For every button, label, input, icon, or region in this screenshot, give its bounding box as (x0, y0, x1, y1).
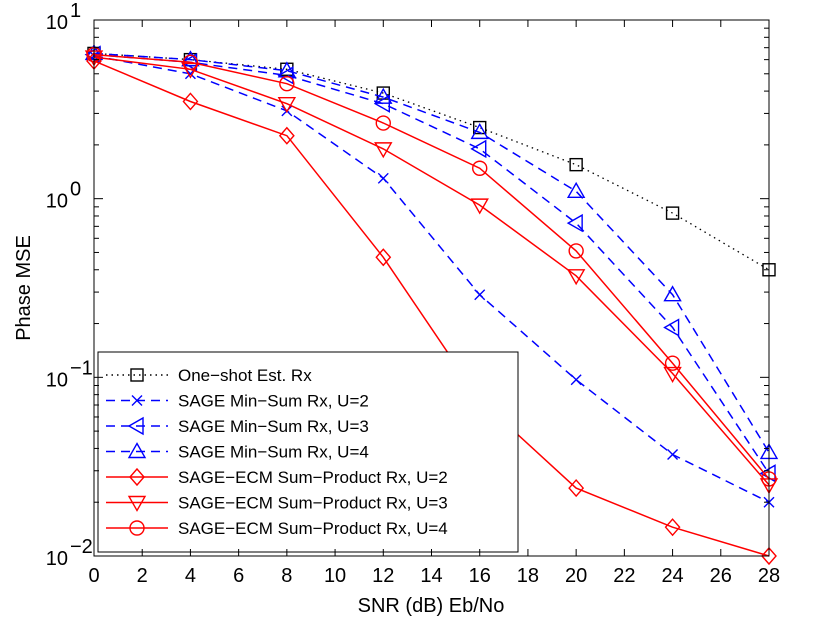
x-axis-title: SNR (dB) Eb/No (358, 595, 505, 617)
data-point (277, 66, 294, 85)
data-point (470, 122, 489, 140)
y-tick-exponent: −1 (70, 357, 93, 379)
legend-entry-3: SAGE Min−Sum Rx, U=3 (106, 416, 369, 436)
x-tick-label: 24 (661, 565, 683, 587)
x-tick-label: 2 (137, 565, 148, 587)
legend: One−shot Est. Rx SAGE Min−Sum Rx, U=2 SAGE… (97, 351, 519, 553)
data-point (375, 248, 392, 267)
y-tick-exponent: −2 (70, 536, 93, 558)
legend-marker (129, 520, 145, 536)
data-point (181, 62, 200, 79)
data-point (566, 181, 586, 198)
series-line (93, 53, 770, 474)
series-layer (84, 44, 779, 566)
data-point (470, 139, 487, 159)
data-point (473, 120, 487, 135)
x-tick-label: 26 (710, 565, 732, 587)
data-point (566, 213, 583, 233)
x-tick-label: 18 (517, 565, 539, 587)
y-tick-label: 10 (46, 12, 68, 34)
data-point (663, 285, 682, 302)
data-point (568, 243, 584, 259)
y-tick-exponent: 0 (70, 179, 81, 201)
legend-label: SAGE−ECM Sum−Product Rx, U=2 (178, 468, 448, 487)
legend-entry-5: SAGE−ECM Sum−Product Rx, U=2 (106, 467, 448, 487)
legend-label: One−shot Est. Rx (178, 366, 312, 385)
data-point (182, 54, 199, 70)
series-line (93, 56, 770, 486)
y-tick-label: 10 (46, 191, 68, 213)
x-tick-label: 8 (281, 565, 292, 587)
data-point (667, 448, 679, 460)
x-tick-label: 0 (88, 565, 99, 587)
data-point (374, 87, 393, 104)
x-tick-label: 10 (324, 565, 346, 587)
data-point (277, 97, 297, 114)
legend-marker (130, 368, 144, 382)
data-point (278, 126, 295, 145)
y-tick-label: 10 (46, 548, 68, 570)
data-point (568, 479, 585, 498)
data-point (374, 142, 393, 159)
legend-entry-2: SAGE Min−Sum Rx, U=2 (106, 392, 369, 411)
legend-marker (127, 495, 147, 512)
y-axis-title: Phase MSE (13, 235, 35, 341)
legend-marker (131, 395, 143, 406)
data-point (663, 366, 682, 383)
legend-entry-4: SAGE Min−Sum Rx, U=4 (106, 442, 369, 462)
data-point (664, 355, 681, 371)
x-tick-label: 12 (372, 565, 394, 587)
legend-marker (129, 467, 145, 487)
series-line (93, 52, 770, 453)
legend-label: SAGE Min−Sum Rx, U=4 (178, 443, 369, 462)
series-line (93, 52, 770, 271)
legend-label: SAGE−ECM Sum−Product Rx, U=3 (178, 494, 448, 513)
y-tick-label: 10 (46, 369, 68, 391)
x-tick-label: 16 (469, 565, 491, 587)
series-4 (84, 44, 779, 460)
data-point (375, 115, 391, 131)
x-tick-label: 6 (233, 565, 244, 587)
data-point (663, 318, 680, 337)
y-tick-exponent: 1 (70, 0, 81, 22)
data-point (665, 206, 680, 220)
data-point (474, 289, 486, 301)
data-point (470, 198, 489, 215)
legend-entry-7: SAGE−ECM Sum−Product Rx, U=4 (106, 519, 448, 538)
x-tick-label: 4 (185, 565, 196, 587)
series-line (93, 60, 770, 557)
series-line (93, 55, 770, 503)
data-point (569, 157, 583, 172)
x-tick-label: 20 (565, 565, 587, 587)
legend-marker (127, 416, 144, 436)
legend-label: SAGE Min−Sum Rx, U=3 (178, 417, 369, 436)
legend-entry-6: SAGE−ECM Sum−Product Rx, U=3 (106, 494, 448, 513)
data-point (377, 172, 389, 184)
data-point (761, 546, 777, 566)
data-point (181, 50, 200, 67)
data-point (472, 160, 488, 176)
legend-label: SAGE Min−Sum Rx, U=2 (178, 392, 369, 411)
series-line (93, 53, 770, 480)
legend-entry-1: One−shot Est. Rx (106, 366, 312, 385)
legend-entries: One−shot Est. Rx SAGE Min−Sum Rx, U=2 SAGE… (106, 366, 448, 538)
data-point (182, 92, 199, 111)
legend-marker (127, 442, 147, 459)
data-point (570, 374, 582, 386)
legend-label: SAGE−ECM Sum−Product Rx, U=4 (178, 519, 448, 538)
data-point (664, 518, 681, 537)
data-point (279, 76, 295, 92)
x-tick-label: 22 (613, 565, 635, 587)
x-tick-label: 28 (758, 565, 780, 587)
data-point (566, 269, 586, 286)
x-tick-label: 14 (420, 565, 442, 587)
